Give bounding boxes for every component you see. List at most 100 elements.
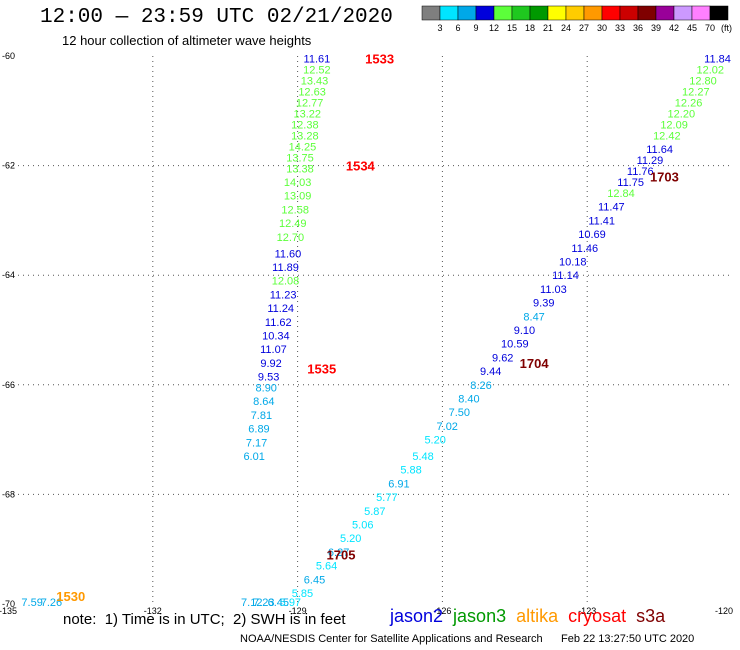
wave-height-point: 7.12: [241, 597, 262, 609]
wave-height-point: 7.59: [21, 597, 42, 609]
wave-height-point: 5.97: [280, 597, 301, 609]
chart-title: 12:00 — 23:59 UTC 02/21/2020: [40, 6, 393, 29]
colorbar-label: 9: [473, 23, 478, 33]
colorbar-swatch: [547, 5, 567, 21]
wave-height-point: 10.69: [578, 229, 606, 241]
x-tick-label: -132: [144, 606, 162, 616]
colorbar-label: 15: [507, 23, 517, 33]
time-label: 1703: [650, 170, 679, 185]
wave-height-point: 11.75: [617, 177, 644, 189]
colorbar-label: 30: [597, 23, 607, 33]
wave-height-point: 5.87: [364, 506, 385, 518]
wave-height-point: 9.39: [533, 298, 554, 310]
wave-height-point: 8.40: [458, 394, 479, 406]
colorbar-label: 45: [687, 23, 697, 33]
colorbar-swatch: [601, 5, 621, 21]
wave-height-point: 7.23: [253, 597, 274, 609]
wave-height-point: 7.02: [437, 421, 458, 433]
colorbar-label: 24: [561, 23, 571, 33]
wave-height-point: 9.92: [260, 358, 281, 370]
colorbar-unit: (ft): [721, 23, 732, 33]
colorbar-swatch: [619, 5, 639, 21]
colorbar-swatch: [565, 5, 585, 21]
wave-height-point: 11.47: [598, 202, 625, 214]
colorbar-label: 70: [705, 23, 715, 33]
satellite-legend-item: jason2: [390, 606, 444, 626]
colorbar-label: 36: [633, 23, 643, 33]
wave-height-point: 5.48: [412, 451, 433, 463]
x-tick-label: -123: [578, 606, 596, 616]
colorbar-swatch: [691, 5, 711, 21]
wave-height-point: 11.23: [270, 289, 297, 301]
wave-height-point: 12.77: [296, 98, 324, 110]
colorbar-swatch: [511, 5, 531, 21]
wave-height-point: 11.76: [627, 166, 654, 178]
footer-credit: NOAA/NESDIS Center for Satellite Applica…: [240, 633, 695, 645]
wave-height-point: 6.45: [304, 574, 325, 586]
colorbar-label: 39: [651, 23, 661, 33]
wave-height-point: 6.01: [243, 451, 264, 463]
colorbar-label: 3: [437, 23, 442, 33]
colorbar-swatch: [673, 5, 693, 21]
colorbar-swatch: [439, 5, 459, 21]
wave-height-point: 13.22: [293, 109, 321, 121]
colorbar-swatch: [457, 5, 477, 21]
wave-height-point: 8.47: [523, 311, 544, 323]
x-tick-label: -120: [715, 606, 733, 616]
wave-height-point: 8.64: [253, 396, 274, 408]
wave-height-point: 13.43: [301, 76, 329, 88]
wave-height-point: 6.45: [268, 597, 289, 609]
wave-height-point: 8.26: [470, 380, 491, 392]
wave-height-point: 10.18: [559, 257, 587, 269]
wave-height-point: 14.25: [289, 141, 317, 153]
wave-height-point: 10.34: [262, 330, 290, 342]
wave-height-point: 11.61: [304, 54, 331, 66]
colorbar-label: 12: [489, 23, 499, 33]
wave-height-point: 11.41: [588, 215, 615, 227]
wave-height-point: 5.64: [316, 561, 337, 573]
colorbar-swatch: [475, 5, 495, 21]
wave-height-point: 9.53: [258, 372, 279, 384]
wave-height-point: 5.85: [292, 588, 313, 600]
colorbar-swatch: [637, 5, 657, 21]
time-label: 1535: [307, 361, 336, 376]
satellite-legend-item: jason3: [453, 606, 507, 626]
wave-height-point: 11.62: [265, 317, 292, 329]
satellite-legend-item: cryosat: [568, 606, 627, 626]
wave-height-point: 12.38: [291, 120, 319, 132]
wave-height-point: 14.03: [284, 177, 312, 189]
wave-height-point: 13.28: [291, 130, 319, 142]
wave-height-point: 12.80: [689, 76, 717, 88]
wave-height-point: 7.17: [246, 437, 267, 449]
wave-height-point: 12.42: [653, 130, 681, 142]
y-tick-label: -64: [2, 270, 15, 280]
wave-height-point: 11.46: [571, 243, 598, 255]
footer-note: note: 1) Time is in UTC; 2) SWH is in fe…: [63, 611, 346, 628]
wave-height-point: 11.29: [637, 155, 664, 167]
colorbar-swatch: [529, 5, 549, 21]
wave-height-point: 12.08: [272, 276, 300, 288]
y-tick-label: -66: [2, 380, 15, 390]
colorbar-swatch: [709, 5, 729, 21]
wave-height-point: 12.27: [682, 87, 710, 99]
satellite-legend-item: s3a: [636, 606, 666, 626]
wave-height-point: 12.58: [281, 204, 309, 216]
colorbar-label: 6: [455, 23, 460, 33]
time-label: 1534: [346, 159, 376, 174]
wave-height-point: 12.52: [303, 65, 331, 77]
wave-height-point: 6.27: [328, 547, 349, 559]
satellite-legend-item: altika: [516, 606, 559, 626]
wave-height-point: 6.91: [388, 478, 409, 490]
time-label: 1704: [520, 356, 550, 371]
wave-height-point: 9.44: [480, 366, 501, 378]
wave-height-point: 12.84: [607, 188, 635, 200]
wave-height-point: 5.20: [340, 533, 361, 545]
wave-height-point: 12.20: [668, 109, 696, 121]
wave-height-point: 5.20: [424, 435, 445, 447]
wave-height-point: 13.09: [284, 191, 312, 203]
colorbar-swatch: [583, 5, 603, 21]
wave-height-point: 8.90: [256, 383, 277, 395]
wave-height-point: 6.89: [248, 424, 269, 436]
y-tick-label: -62: [2, 161, 15, 171]
wave-height-point: 11.84: [704, 54, 731, 66]
